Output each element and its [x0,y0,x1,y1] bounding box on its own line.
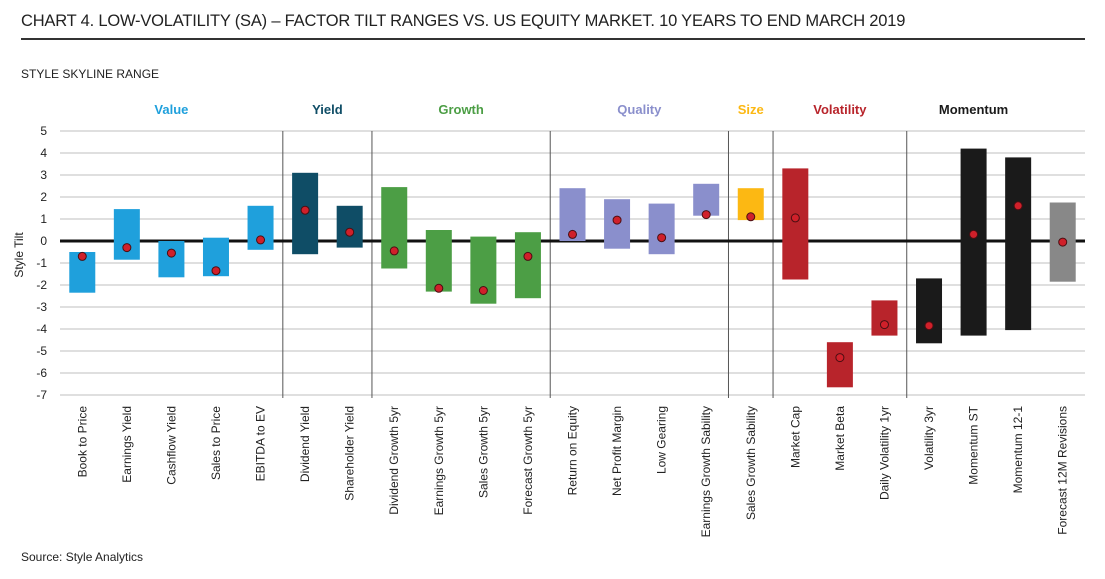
current-marker [434,283,444,293]
current-marker [211,266,221,276]
x-tick-label: Sales Growth Sability [744,406,758,520]
x-tick-label: Earnings Growth Sability [699,406,713,537]
group-separators [282,131,908,398]
y-axis-title: Style Tilt [12,232,26,278]
current-marker [701,210,711,220]
current-marker [478,286,488,295]
range-bar [336,205,363,248]
y-tick-label: 4 [40,146,47,160]
y-tick-label: 2 [40,190,47,204]
source-note: Source: Style Analytics [21,550,144,564]
current-marker [300,205,310,215]
current-marker [790,213,800,223]
y-tick-label: -7 [36,388,47,402]
range-bar [871,300,898,336]
group-header: Quality [617,102,662,117]
x-tick-label: Book to Price [75,406,89,478]
group-header: Yield [312,102,343,117]
group-header: Size [738,102,764,117]
y-tick-label: -5 [36,344,47,358]
group-header: Volatility [813,102,867,117]
x-tick-label: Low Gearing [655,406,669,474]
x-tick-label: Return on Equity [566,406,580,495]
y-tick-label: 1 [40,212,47,226]
x-tick-label: Volatility 3yr [922,406,936,470]
current-marker [523,251,533,261]
current-marker [746,212,756,222]
x-tick-label: Net Profit Margin [610,406,624,496]
current-marker [122,243,132,253]
chart-title: CHART 4. LOW-VOLATILITY (SA) – FACTOR TI… [21,12,906,30]
range-bar [514,232,541,299]
x-tick-label: EBITDA to EV [254,406,268,481]
y-tick-label: 0 [40,234,47,248]
range-bar [960,148,987,336]
group-header: Value [154,102,188,117]
current-marker [612,215,622,225]
x-tick-label: Daily Volatility 1yr [877,406,891,500]
range-bar [1005,157,1032,331]
y-tick-label: 3 [40,168,47,182]
range-bar [782,168,809,280]
y-axis-ticks: 5 4 3 2 1 0 -1 -2 -3 -4 -5 -6 -7 [36,124,47,402]
range-bar [425,230,452,292]
y-tick-label: -4 [36,322,47,336]
x-tick-label: Forecast Growth 5yr [521,406,535,515]
current-marker [924,321,934,331]
current-marker [879,320,889,330]
group-headers: Value Yield Growth Quality Size Volatility Mom… [154,102,1008,117]
y-tick-label: -2 [36,278,47,292]
x-tick-label: Sales to Price [209,406,223,480]
current-marker [835,353,845,363]
current-marker [969,229,979,239]
range-bar [381,187,408,269]
x-tick-label: Momentum 12-1 [1011,406,1025,494]
x-axis-labels: Book to Price Earnings Yield Cashflow Yiel… [75,405,1069,537]
x-tick-label: Market Beta [833,406,847,471]
y-tick-label: -6 [36,366,47,380]
current-marker [345,227,355,237]
current-marker [657,233,667,243]
x-tick-label: Dividend Yield [298,406,312,482]
range-bar [158,241,185,278]
current-marker [389,246,399,256]
x-tick-label: Earnings Growth 5yr [432,406,446,515]
current-markers [77,201,1068,363]
x-tick-label: Earnings Yield [120,406,134,483]
x-tick-label: Shareholder Yield [343,406,357,501]
current-marker [1058,237,1068,247]
range-bar [113,209,140,260]
y-tick-label: 5 [40,124,47,138]
y-tick-label: -1 [36,256,47,270]
x-tick-label: Cashflow Yield [164,406,178,485]
current-marker [256,235,266,245]
chart-subtitle: STYLE SKYLINE RANGE [21,67,160,81]
y-tick-label: -3 [36,300,47,314]
group-header: Momentum [939,102,1008,117]
current-marker [568,229,577,239]
group-header: Growth [438,102,484,117]
title-rule [21,38,1085,40]
x-tick-label: Sales Growth 5yr [476,406,490,498]
x-tick-label: Forecast 12M Revisions [1056,406,1070,535]
x-tick-label: Market Cap [788,406,802,468]
x-tick-label: Dividend Growth 5yr [387,406,401,515]
x-tick-label: Momentum ST [967,405,981,484]
range-bar [916,278,943,344]
current-marker [166,248,176,258]
current-marker [1013,201,1023,211]
range-bar [648,203,675,255]
range-bar [826,342,853,388]
current-marker [77,251,87,261]
